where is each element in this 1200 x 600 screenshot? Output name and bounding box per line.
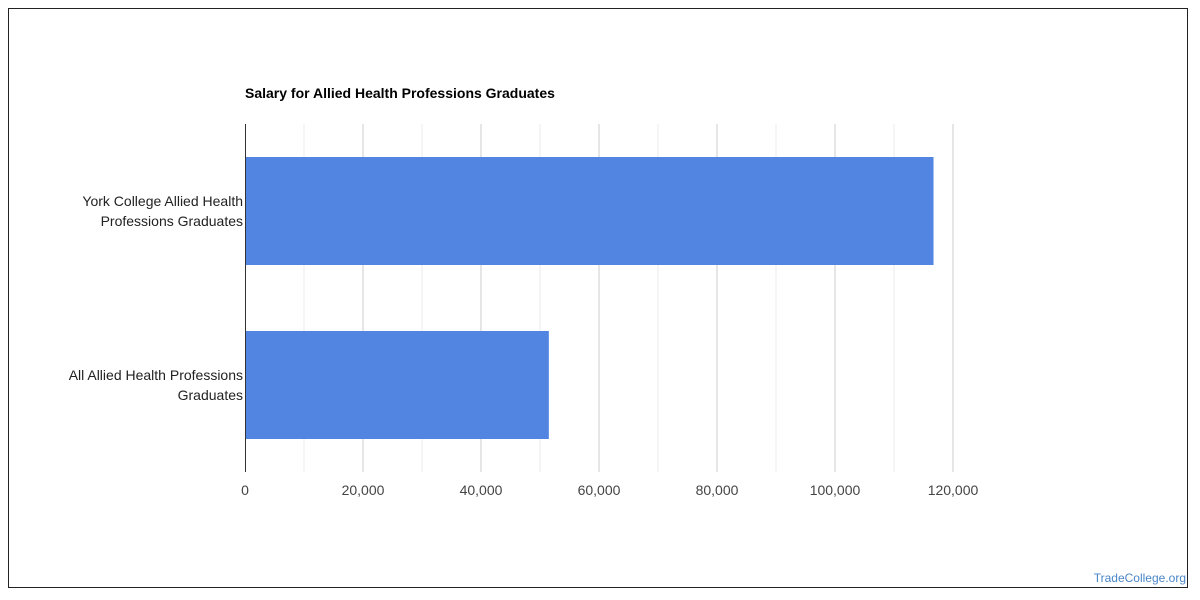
category-label-line: Graduates: [177, 387, 243, 403]
x-tick-label: 100,000: [810, 482, 861, 498]
x-tick-label: 40,000: [460, 482, 503, 498]
bar: [245, 157, 934, 265]
x-tick-label: 80,000: [696, 482, 739, 498]
x-tick-label: 120,000: [928, 482, 979, 498]
x-tick-label: 0: [241, 482, 249, 498]
category-label-line: Professions Graduates: [100, 213, 243, 229]
chart-frame: [8, 8, 1188, 588]
chart-title: Salary for Allied Health Professions Gra…: [245, 85, 555, 101]
bar: [245, 331, 549, 439]
category-label-line: All Allied Health Professions: [68, 367, 243, 383]
category-label-line: York College Allied Health: [82, 193, 243, 209]
category-label: York College Allied Health Professions Gr…: [13, 191, 243, 231]
category-label: All Allied Health Professions Graduates: [13, 365, 243, 405]
x-tick-label: 20,000: [342, 482, 385, 498]
x-tick-label: 60,000: [578, 482, 621, 498]
tradecollege-credit-link[interactable]: TradeCollege.org: [1093, 571, 1186, 585]
